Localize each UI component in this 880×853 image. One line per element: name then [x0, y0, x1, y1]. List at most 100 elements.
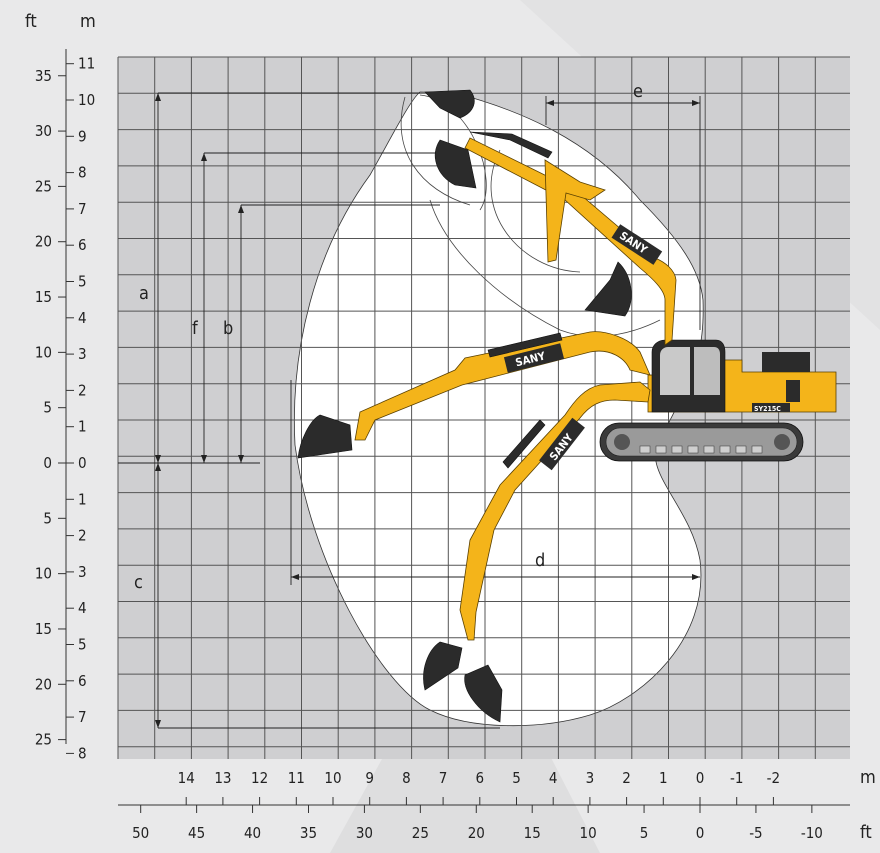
dim-label-a: a — [139, 283, 149, 304]
dim-label-b: b — [223, 318, 233, 339]
x-ft-tick-labels: 50 45 40 35 30 25 20 15 10 5 0 -5 -10 — [132, 824, 823, 842]
y-m-tick-label: 5 — [78, 636, 87, 654]
x-ft-tick-label: 40 — [244, 824, 261, 842]
y-m-tick-label: 5 — [78, 273, 87, 291]
x-m-tick-label: -2 — [767, 769, 780, 787]
y-m-tick-label: 0 — [78, 454, 87, 472]
x-ft-tick-label: 5 — [640, 824, 649, 842]
x-ft-tick-label: 15 — [524, 824, 541, 842]
unit-label-ft-bottom: ft — [860, 822, 872, 843]
x-ft-tick-label: 35 — [300, 824, 317, 842]
y-ft-tick-labels: 35 30 25 20 15 10 5 0 5 10 15 20 25 — [35, 67, 52, 749]
model-label: SY215C — [754, 405, 781, 413]
x-ft-tick-label: 50 — [132, 824, 149, 842]
hydraulic-cylinder-top — [469, 131, 553, 159]
undercarriage — [599, 422, 804, 462]
bucket-lower-2 — [464, 664, 503, 723]
hydraulic-cylinder-low — [502, 419, 546, 469]
y-ft-tick-label: 30 — [35, 122, 52, 140]
x-m-tick-label: 13 — [214, 769, 231, 787]
x-ft-tick-label: -5 — [749, 824, 762, 842]
x-ft-tick-label: 20 — [468, 824, 485, 842]
dim-label-c: c — [134, 572, 143, 593]
x-ft-tick-label: 25 — [412, 824, 429, 842]
y-ft-tick-label: 15 — [35, 620, 52, 638]
y-m-tick-label: 6 — [78, 672, 87, 690]
y-ft-tick-label: 25 — [35, 177, 52, 195]
bucket-raised-top — [424, 89, 475, 119]
unit-label-ft-left: ft — [25, 11, 37, 32]
x-ft-tick-label: 10 — [580, 824, 597, 842]
y-m-tick-label: 8 — [78, 744, 87, 762]
y-m-tick-label: 4 — [78, 309, 87, 327]
x-m-tick-label: 6 — [476, 769, 485, 787]
x-m-tick-label: 1 — [659, 769, 668, 787]
engine-cover — [762, 352, 810, 372]
x-m-tick-label: 0 — [696, 769, 705, 787]
y-ft-tick-label: 5 — [43, 399, 52, 417]
y-ft-tick-label: 5 — [43, 509, 52, 527]
y-m-tick-label: 1 — [78, 418, 87, 436]
x-m-tick-label: 4 — [549, 769, 558, 787]
x-ft-tick-label: 45 — [188, 824, 205, 842]
x-m-tick-label: 2 — [622, 769, 631, 787]
x-ft-tick-label: 30 — [356, 824, 373, 842]
x-m-tick-labels: 14 13 12 11 10 9 8 7 6 5 4 3 2 1 0 -1 -2 — [178, 769, 781, 787]
left-axis — [58, 49, 74, 754]
y-m-tick-label: 7 — [78, 200, 87, 218]
unit-label-m-bottom: m — [860, 767, 876, 788]
y-ft-tick-label: 20 — [35, 233, 52, 251]
boom-lower — [459, 381, 651, 641]
bucket-raised-mid — [435, 139, 477, 189]
bucket-horizontal — [297, 414, 353, 459]
y-ft-tick-label: 25 — [35, 731, 52, 749]
model-plate — [752, 403, 790, 412]
unit-label-m-left: m — [80, 11, 96, 32]
brand-decal-2 — [503, 343, 565, 373]
bucket-lower-1 — [423, 641, 463, 691]
bucket-raised-curl — [584, 261, 632, 317]
y-ft-tick-label: 10 — [35, 343, 52, 361]
cab-window — [660, 347, 690, 395]
y-m-tick-label: 4 — [78, 599, 87, 617]
side-panel — [786, 380, 800, 402]
x-m-tick-label: 7 — [439, 769, 448, 787]
y-m-tick-label: 2 — [78, 527, 87, 545]
y-ft-tick-label: 35 — [35, 67, 52, 85]
y-m-tick-label: 9 — [78, 127, 87, 145]
dim-label-f: f — [192, 318, 199, 339]
hydraulic-cylinder-mid — [487, 332, 563, 358]
y-m-tick-label: 3 — [78, 563, 87, 581]
y-ft-tick-label: 10 — [35, 565, 52, 583]
dim-label-e: e — [633, 81, 643, 102]
dimension-arrows — [155, 93, 700, 728]
y-ft-tick-label: 20 — [35, 675, 52, 693]
dim-label-d: d — [535, 550, 545, 571]
x-m-tick-label: 10 — [324, 769, 341, 787]
x-m-tick-label: 3 — [586, 769, 595, 787]
arm-raised — [544, 159, 606, 263]
brand-decal-3 — [539, 417, 585, 471]
y-ft-tick-label: 0 — [43, 454, 52, 472]
x-m-tick-label: 14 — [178, 769, 195, 787]
y-m-tick-label: 2 — [78, 381, 87, 399]
y-m-tick-label: 8 — [78, 164, 87, 182]
dimension-lines — [118, 92, 701, 729]
x-m-tick-label: 9 — [365, 769, 374, 787]
y-m-tick-label: 7 — [78, 708, 87, 726]
y-m-tick-label: 3 — [78, 345, 87, 363]
y-m-tick-label: 11 — [78, 55, 95, 73]
y-m-tick-label: 10 — [78, 91, 95, 109]
x-m-tick-label: -1 — [730, 769, 743, 787]
x-m-tick-label: 8 — [402, 769, 411, 787]
y-m-tick-label: 1 — [78, 490, 87, 508]
x-ft-tick-label: -10 — [801, 824, 823, 842]
y-ft-tick-label: 15 — [35, 288, 52, 306]
brand-decal — [611, 224, 663, 265]
x-m-tick-label: 11 — [288, 769, 305, 787]
bottom-axis — [118, 797, 850, 813]
excavator: SY215C SANY SANY SANY — [297, 89, 837, 723]
y-m-tick-label: 6 — [78, 236, 87, 254]
